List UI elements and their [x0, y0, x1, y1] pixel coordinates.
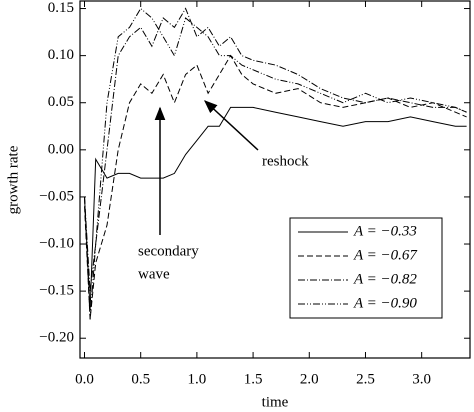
legend-label: A = −0.82	[353, 271, 417, 287]
x-tick-label: 3.0	[412, 371, 431, 387]
y-tick-label: 0.15	[48, 0, 74, 16]
legend-label: A = −0.33	[353, 223, 417, 239]
legend-box	[289, 217, 443, 319]
plot-frame	[79, 0, 471, 359]
legend-label: A = −0.90	[353, 295, 417, 311]
arrow	[204, 100, 259, 151]
x-tick-label: 2.5	[356, 371, 375, 387]
y-tick-label: −0.15	[39, 283, 74, 299]
legend-label: A = −0.67	[353, 247, 418, 263]
y-tick-label: 0.05	[48, 94, 74, 110]
y-axis-label: growth rate	[5, 145, 21, 214]
y-tick-label: −0.10	[39, 235, 74, 251]
x-tick-label: 2.0	[300, 371, 319, 387]
annotation: wave	[138, 266, 170, 282]
x-axis-label: time	[262, 394, 289, 410]
y-tick-label: −0.05	[39, 188, 74, 204]
annotation: secondary	[138, 243, 199, 259]
x-tick-label: 0.0	[75, 371, 94, 387]
y-tick-label: 0.10	[48, 47, 74, 63]
series-line	[84, 7, 467, 320]
x-tick-label: 1.5	[244, 371, 263, 387]
y-tick-label: −0.20	[39, 330, 74, 346]
x-tick-label: 1.0	[188, 371, 207, 387]
y-tick-label: 0.00	[48, 141, 74, 157]
series-line	[84, 106, 467, 311]
x-tick-label: 0.5	[131, 371, 150, 387]
annotation: reshock	[262, 153, 309, 169]
